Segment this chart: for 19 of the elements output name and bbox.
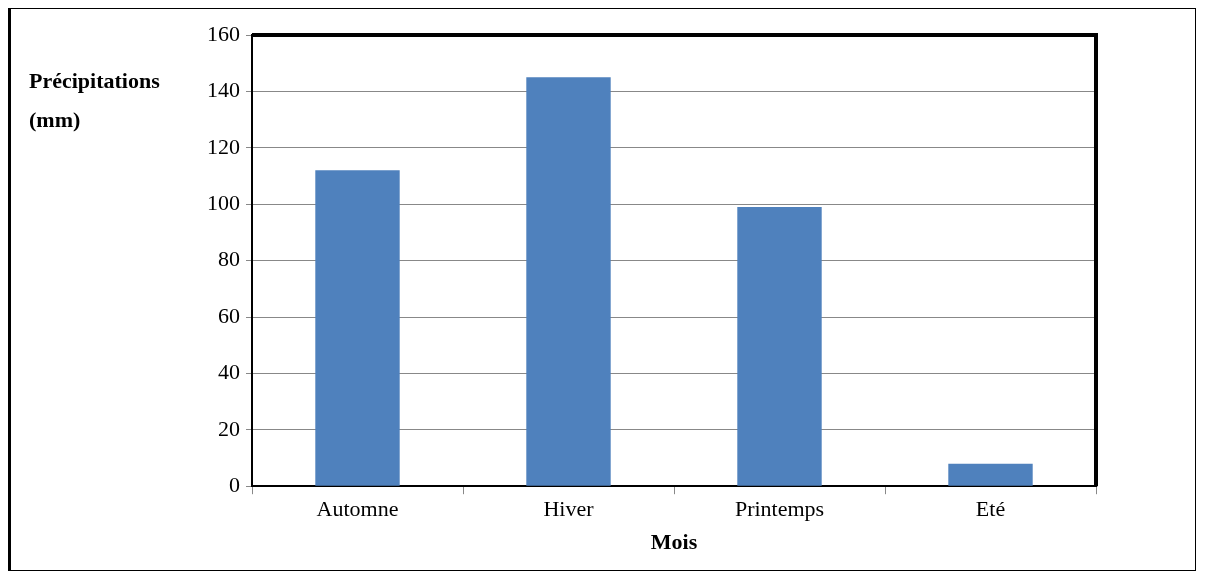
x-tick-label: Printemps — [734, 496, 825, 522]
bar — [526, 77, 611, 486]
y-tick-label: 0 — [229, 471, 240, 497]
y-tick-label: 160 — [207, 20, 240, 46]
y-tick-label: 60 — [218, 302, 240, 328]
y-tick-label: 40 — [218, 359, 240, 385]
x-tick-label: Automne — [316, 496, 399, 522]
x-tick-label: Hiver — [543, 496, 595, 522]
y-tick-label: 120 — [207, 133, 240, 159]
y-tick-label: 20 — [218, 415, 240, 441]
y-tick-label: 140 — [207, 77, 240, 103]
x-axis-title: Mois — [650, 529, 698, 555]
bar — [737, 207, 822, 486]
y-axis-title: Précipitations (mm) — [29, 67, 161, 132]
bar — [315, 170, 400, 486]
y-tick-label: 100 — [207, 189, 240, 215]
x-tick-label: Eté — [975, 496, 1006, 522]
bar — [948, 463, 1033, 486]
y-tick-label: 80 — [218, 246, 240, 272]
